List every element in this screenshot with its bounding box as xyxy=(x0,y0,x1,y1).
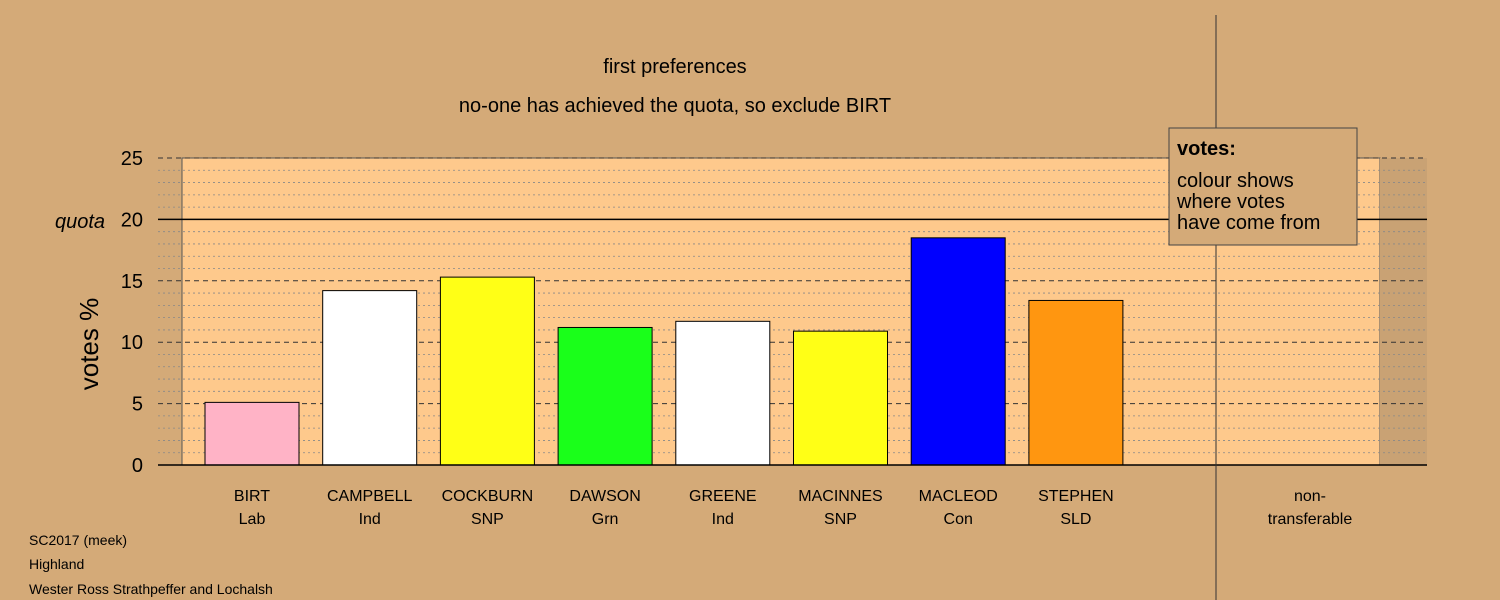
bar-macinnes xyxy=(793,330,888,466)
y-tick-label: 5 xyxy=(132,394,143,416)
candidate-name-label: GREENE xyxy=(689,488,757,505)
quota-label: quota xyxy=(55,211,105,233)
y-tick-label: 25 xyxy=(121,148,143,170)
y-tick-label: 15 xyxy=(121,271,143,293)
candidate-party-label: SNP xyxy=(824,511,857,528)
y-axis-label: votes % xyxy=(74,298,104,391)
candidate-party-label: Con xyxy=(944,511,973,528)
y-axis: 0 5 10 15 20 25 xyxy=(121,148,143,477)
legend-line: colour shows xyxy=(1177,170,1294,192)
bar-stephen xyxy=(1028,299,1124,466)
y-tick-label: 0 xyxy=(132,455,143,477)
footer-council: Highland xyxy=(29,556,84,572)
bar-greene xyxy=(675,320,771,466)
candidate-name-label: DAWSON xyxy=(569,488,640,505)
bars xyxy=(204,237,1124,466)
y-tick-label: 10 xyxy=(121,332,143,354)
candidate-party-label: Lab xyxy=(239,511,266,528)
bar-campbell xyxy=(322,290,418,466)
candidate-party-label: SNP xyxy=(471,511,504,528)
nontransferable-label: transferable xyxy=(1268,511,1353,528)
candidate-name-label: COCKBURN xyxy=(442,488,534,505)
candidate-name-label: STEPHEN xyxy=(1038,488,1114,505)
candidate-name-label: MACLEOD xyxy=(919,488,998,505)
candidate-party-label: Ind xyxy=(359,511,381,528)
bar-macleod xyxy=(910,237,1006,466)
chart-title: first preferences xyxy=(603,56,746,78)
y-tick-label: 20 xyxy=(121,209,143,231)
legend-line: have come from xyxy=(1177,212,1320,234)
bar-dawson xyxy=(557,326,653,466)
candidate-party-label: SLD xyxy=(1060,511,1091,528)
candidate-name-label: CAMPBELL xyxy=(327,488,412,505)
chart-subtitle: no-one has achieved the quota, so exclud… xyxy=(459,95,891,117)
legend-box: votes: colour shows where votes have com… xyxy=(1168,127,1358,246)
bar-birt xyxy=(204,401,300,466)
bar-cockburn xyxy=(439,276,535,466)
candidate-party-label: Ind xyxy=(712,511,734,528)
plot-area-side xyxy=(1380,158,1427,465)
candidate-party-label: Grn xyxy=(592,511,619,528)
legend-title: votes: xyxy=(1177,138,1236,160)
x-axis-labels: BIRT Lab CAMPBELL Ind COCKBURN SNP DAWSON Grn GR… xyxy=(234,488,1114,528)
legend-line: where votes xyxy=(1176,191,1285,213)
candidate-name-label: MACINNES xyxy=(798,488,882,505)
nontransferable-label: non- xyxy=(1294,488,1326,505)
footer-election: SC2017 (meek) xyxy=(29,532,127,548)
footer-ward: Wester Ross Strathpeffer and Lochalsh xyxy=(29,581,273,597)
candidate-name-label: BIRT xyxy=(234,488,270,505)
